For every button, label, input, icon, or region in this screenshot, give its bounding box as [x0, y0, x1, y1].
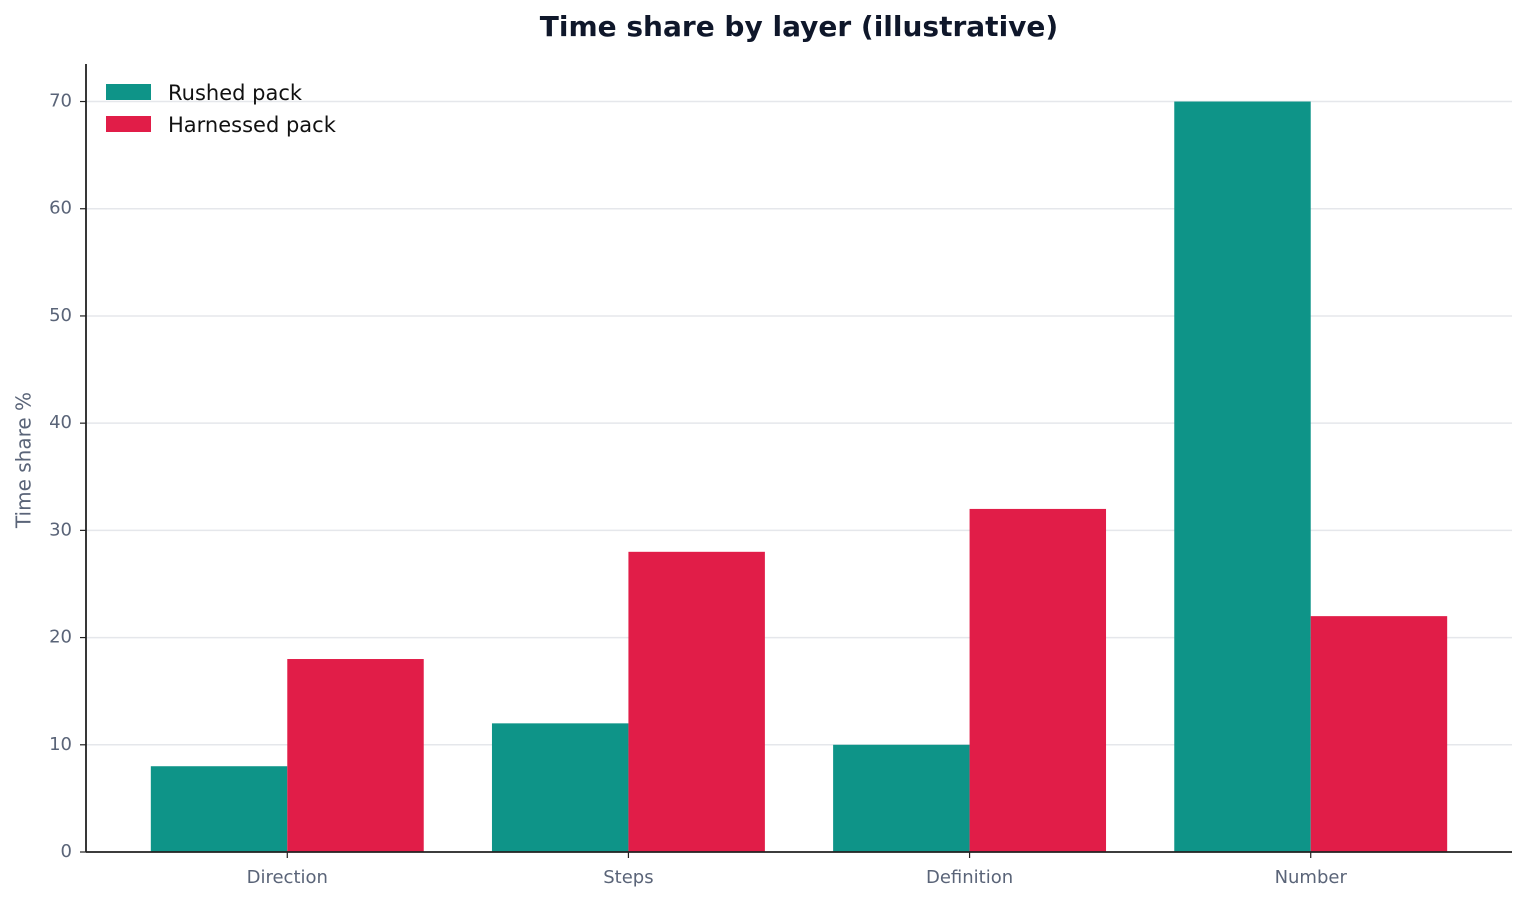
legend-label: Rushed pack	[168, 81, 303, 105]
bar	[833, 744, 970, 852]
bar	[1310, 616, 1448, 852]
bar	[1174, 101, 1311, 853]
y-tick-label: 50	[49, 305, 72, 326]
y-tick-label: 0	[61, 841, 72, 862]
chart-title: Time share by layer (illustrative)	[540, 10, 1058, 43]
y-axis-label: Time share %	[12, 392, 36, 529]
y-tick-label: 20	[49, 627, 72, 648]
y-tick-label: 30	[49, 519, 72, 540]
y-tick-label: 40	[49, 412, 72, 433]
bar	[287, 659, 424, 852]
bar	[491, 723, 629, 852]
x-tick-label: Steps	[603, 867, 653, 888]
bar	[150, 766, 288, 852]
bar	[628, 551, 765, 852]
x-tick-label: Direction	[247, 867, 328, 888]
y-tick-label: 70	[49, 91, 72, 112]
legend-swatch	[106, 116, 151, 132]
legend-label: Harnessed pack	[168, 113, 337, 137]
legend-swatch	[106, 84, 151, 100]
x-tick-label: Number	[1275, 867, 1348, 888]
x-tick-label: Definition	[926, 867, 1013, 888]
y-tick-label: 60	[49, 198, 72, 219]
bar	[969, 508, 1107, 852]
y-tick-label: 10	[49, 734, 72, 755]
